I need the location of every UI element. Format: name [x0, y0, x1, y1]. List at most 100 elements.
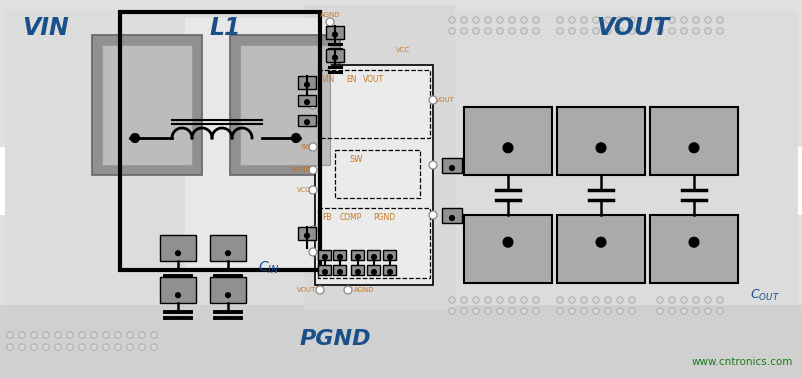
Circle shape: [337, 270, 342, 274]
Circle shape: [460, 17, 467, 23]
Circle shape: [680, 17, 687, 23]
Circle shape: [668, 308, 674, 314]
Circle shape: [428, 161, 436, 169]
Bar: [441, 208, 461, 223]
Circle shape: [556, 308, 562, 314]
Circle shape: [309, 143, 317, 151]
Circle shape: [484, 297, 491, 303]
Circle shape: [533, 28, 538, 34]
Circle shape: [449, 215, 454, 220]
Bar: [351, 250, 364, 260]
Bar: [229, 35, 339, 175]
Circle shape: [556, 297, 562, 303]
Circle shape: [309, 186, 317, 194]
Bar: [441, 158, 461, 172]
Text: BST: BST: [298, 119, 310, 125]
Circle shape: [127, 344, 133, 350]
Bar: [298, 94, 316, 105]
Circle shape: [628, 17, 634, 23]
Bar: [298, 115, 316, 125]
Text: VIN: VIN: [22, 16, 69, 40]
Circle shape: [568, 28, 574, 34]
Text: SW: SW: [350, 155, 363, 164]
Circle shape: [604, 17, 610, 23]
Circle shape: [656, 17, 662, 23]
Circle shape: [176, 251, 180, 256]
Bar: [318, 70, 429, 138]
Bar: [92, 35, 202, 175]
Text: VOUT: VOUT: [595, 16, 668, 40]
Circle shape: [692, 308, 699, 314]
Bar: [305, 5, 455, 310]
Circle shape: [472, 28, 479, 34]
Text: VCC: VCC: [395, 47, 410, 53]
Circle shape: [30, 332, 37, 338]
Circle shape: [309, 101, 317, 109]
Bar: [318, 250, 331, 260]
Bar: [160, 277, 196, 303]
Bar: [314, 65, 432, 285]
Text: PGND: PGND: [300, 329, 371, 349]
Circle shape: [337, 254, 342, 260]
Circle shape: [176, 293, 180, 298]
Circle shape: [79, 332, 85, 338]
Circle shape: [704, 308, 711, 314]
Bar: [119, 12, 320, 270]
Circle shape: [592, 28, 598, 34]
Circle shape: [580, 17, 586, 23]
Bar: [333, 265, 346, 275]
Circle shape: [508, 297, 515, 303]
Circle shape: [304, 82, 309, 87]
Circle shape: [704, 28, 711, 34]
Circle shape: [520, 28, 527, 34]
Text: AGND: AGND: [319, 12, 340, 18]
Circle shape: [604, 28, 610, 34]
Text: FB: FB: [322, 213, 331, 222]
Circle shape: [30, 344, 37, 350]
Circle shape: [533, 17, 538, 23]
Text: $C_{IN}$: $C_{IN}$: [257, 260, 279, 276]
Circle shape: [580, 28, 586, 34]
Circle shape: [556, 17, 562, 23]
Circle shape: [556, 28, 562, 34]
Bar: [383, 250, 396, 260]
Circle shape: [568, 17, 574, 23]
Circle shape: [580, 297, 586, 303]
Bar: [649, 107, 737, 175]
Circle shape: [472, 17, 479, 23]
Circle shape: [656, 28, 662, 34]
Text: VOUT: VOUT: [435, 97, 454, 103]
Text: SW: SW: [300, 144, 310, 150]
Circle shape: [628, 28, 634, 34]
Bar: [5, 10, 314, 305]
Circle shape: [628, 297, 634, 303]
Circle shape: [595, 143, 606, 153]
Bar: [557, 107, 644, 175]
Text: PGND: PGND: [373, 213, 395, 222]
Circle shape: [616, 28, 622, 34]
Text: AGND: AGND: [354, 287, 374, 293]
Circle shape: [448, 28, 455, 34]
Bar: [318, 265, 331, 275]
Bar: [298, 76, 316, 88]
Circle shape: [668, 28, 674, 34]
Circle shape: [616, 297, 622, 303]
Circle shape: [291, 133, 300, 143]
Circle shape: [91, 332, 97, 338]
Circle shape: [304, 233, 309, 238]
Circle shape: [568, 297, 574, 303]
Text: VIN: VIN: [299, 82, 310, 88]
Circle shape: [595, 237, 606, 247]
Circle shape: [716, 17, 723, 23]
Circle shape: [704, 297, 711, 303]
Circle shape: [508, 28, 515, 34]
Circle shape: [151, 332, 157, 338]
Circle shape: [533, 308, 538, 314]
Circle shape: [79, 344, 85, 350]
Circle shape: [460, 297, 467, 303]
Circle shape: [355, 270, 360, 274]
Circle shape: [316, 286, 323, 294]
Circle shape: [225, 251, 230, 256]
Circle shape: [680, 308, 687, 314]
Bar: [318, 208, 429, 278]
